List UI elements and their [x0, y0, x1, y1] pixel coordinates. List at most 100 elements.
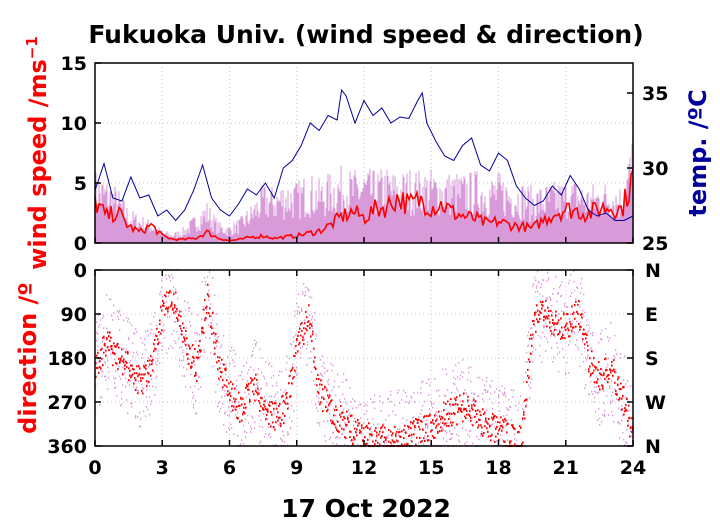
mean-direction-point — [196, 379, 198, 382]
gust-direction-point — [607, 363, 609, 366]
mean-direction-point — [618, 376, 620, 379]
gust-direction-point — [619, 437, 621, 439]
mean-direction-point — [305, 310, 307, 313]
mean-direction-point — [235, 408, 237, 411]
mean-direction-point — [206, 305, 208, 308]
mean-direction-point — [173, 293, 175, 296]
mean-direction-point — [339, 413, 341, 416]
mean-direction-point — [395, 433, 397, 436]
gust-direction-point — [326, 387, 328, 389]
gust-direction-point — [271, 395, 273, 398]
gust-direction-point — [588, 393, 590, 395]
mean-direction-point — [400, 436, 402, 439]
gust-direction-point — [530, 327, 532, 330]
gust-direction-point — [618, 407, 620, 410]
gust-direction-point — [445, 368, 447, 371]
gust-direction-point — [166, 278, 168, 280]
gust-direction-point — [345, 401, 347, 403]
gust-direction-point — [136, 351, 138, 354]
gust-direction-point — [543, 326, 545, 329]
gust-direction-point — [526, 351, 528, 354]
gust-direction-point — [593, 400, 595, 403]
gust-direction-point — [391, 438, 393, 441]
gust-direction-point — [119, 329, 121, 331]
gust-direction-point — [509, 405, 511, 408]
gust-direction-point — [131, 324, 133, 327]
gust-direction-point — [612, 414, 614, 417]
mean-direction-point — [243, 406, 245, 409]
mean-direction-point — [621, 408, 623, 411]
gust-direction-point — [370, 426, 372, 429]
gust-direction-point — [589, 393, 591, 396]
gust-direction-point — [379, 395, 381, 398]
mean-direction-point — [623, 385, 625, 388]
gust-direction-point — [432, 406, 434, 409]
gust-direction-point — [314, 383, 316, 386]
mean-direction-point — [610, 371, 612, 374]
gust-direction-point — [424, 400, 426, 403]
gust-direction-point — [385, 418, 387, 421]
mean-direction-point — [251, 379, 253, 382]
mean-direction-point — [332, 420, 334, 423]
mean-direction-point — [438, 423, 440, 426]
gust-direction-point — [313, 359, 315, 362]
gust-direction-point — [236, 389, 238, 392]
mean-direction-point — [285, 393, 287, 396]
gust-direction-point — [603, 390, 605, 392]
mean-direction-point — [118, 357, 120, 360]
gust-direction-point — [418, 442, 420, 444]
gust-direction-point — [579, 306, 581, 309]
mean-direction-point — [532, 320, 534, 323]
gust-direction-point — [107, 359, 109, 362]
mean-direction-point — [395, 435, 397, 438]
gust-direction-point — [202, 326, 204, 328]
mean-direction-point — [626, 398, 628, 401]
gust-direction-point — [605, 327, 607, 330]
mean-direction-point — [444, 422, 446, 425]
gust-direction-point — [429, 384, 431, 387]
gust-direction-point — [573, 331, 575, 333]
direction-tick-label: 0 — [74, 260, 87, 282]
mean-direction-point — [137, 392, 139, 395]
gust-direction-point — [180, 332, 182, 335]
gust-direction-point — [188, 307, 190, 309]
gust-direction-point — [99, 324, 101, 326]
gust-direction-point — [116, 342, 118, 345]
mean-direction-point — [346, 410, 348, 413]
mean-direction-point — [481, 432, 483, 435]
mean-direction-point — [207, 283, 209, 286]
mean-direction-point — [192, 344, 194, 347]
mean-direction-point — [528, 377, 530, 380]
gust-direction-point — [479, 376, 481, 379]
gust-direction-point — [615, 368, 617, 371]
gust-direction-point — [420, 392, 422, 394]
gust-direction-point — [101, 375, 103, 378]
wind-speed-axis-label: wind speed /ms−1 — [23, 36, 52, 270]
mean-direction-point — [437, 431, 439, 434]
mean-direction-point — [149, 359, 151, 362]
mean-direction-point — [250, 381, 252, 384]
mean-direction-point — [102, 336, 104, 339]
gust-direction-point — [342, 381, 344, 384]
mean-direction-point — [313, 360, 315, 363]
gust-direction-point — [502, 392, 504, 395]
mean-direction-point — [448, 418, 450, 421]
mean-direction-point — [625, 408, 627, 411]
mean-direction-point — [177, 318, 179, 321]
mean-direction-point — [96, 367, 98, 370]
mean-direction-point — [118, 346, 120, 349]
gust-direction-point — [266, 384, 268, 387]
mean-direction-point — [422, 428, 424, 431]
mean-direction-point — [399, 435, 401, 438]
gust-direction-point — [178, 337, 180, 340]
gust-direction-point — [195, 340, 197, 343]
gust-direction-point — [481, 430, 483, 433]
mean-direction-point — [296, 339, 298, 342]
mean-direction-point — [455, 399, 457, 402]
mean-direction-point — [552, 318, 554, 321]
gust-direction-point — [244, 391, 246, 394]
wind-speed-tick-label: 5 — [74, 173, 87, 195]
mean-direction-point — [598, 385, 600, 388]
gust-direction-point — [383, 423, 385, 425]
mean-direction-point — [286, 391, 288, 394]
